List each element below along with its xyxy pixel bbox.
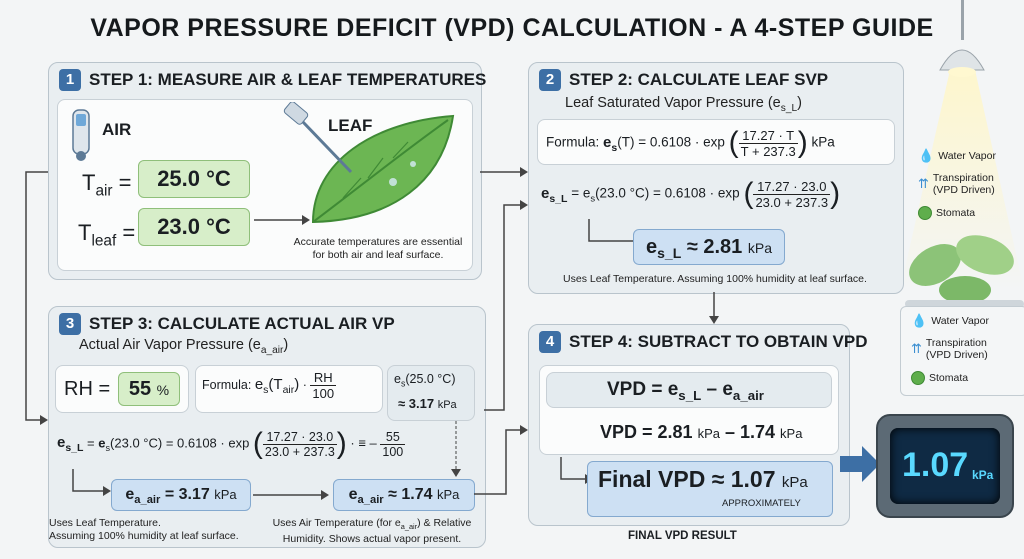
step2-formula: Formula: es(T) = 0.6108 · exp (17.27 · T… <box>546 126 835 159</box>
thermometer-icon <box>72 109 90 161</box>
arrow-icon <box>451 421 461 477</box>
final-vpd-box: Final VPD ≈ 1.07 kPa APPROXIMATELY <box>587 461 833 517</box>
step1-panel: 1 STEP 1: MEASURE AIR & LEAF TEMPERATURE… <box>48 62 486 280</box>
leaf-icon <box>283 102 455 224</box>
legend-bottom: 💧 Water Vapor ⇈ Transpiration (VPD Driven) … <box>900 306 1024 396</box>
step3-subtitle: Actual Air Vapor Pressure (ea_air) <box>79 337 289 356</box>
vpd-display: 1.07 kPa <box>876 414 1014 518</box>
step3-panel: 3 STEP 3: CALCULATE ACTUAL AIR VP Actual… <box>48 306 486 548</box>
step1-number: 1 <box>59 69 81 91</box>
vpd-display-screen: 1.07 kPa <box>890 428 1000 504</box>
step2-formula-box: Formula: es(T) = 0.6108 · exp (17.27 · T… <box>537 119 895 165</box>
plant-leaves-icon <box>905 235 1024 308</box>
rh-box: RH = 55 % <box>55 365 189 413</box>
step2-result: es_L ≈ 2.81 kPa <box>633 229 785 265</box>
step3-heading: 3 STEP 3: CALCULATE ACTUAL AIR VP <box>59 313 395 335</box>
air-label: AIR <box>102 120 132 139</box>
result-arrow-icon <box>840 446 880 482</box>
rh-value: 55 % <box>118 372 180 406</box>
step4-title: STEP 4: SUBTRACT TO OBTAIN VPD <box>569 332 868 351</box>
vpd-display-unit: kPa <box>972 468 994 482</box>
arrow-icon <box>254 215 310 225</box>
stomata-icon <box>911 371 925 385</box>
step1-inner: AIR LEAF Tair = 25.0 °C Tleaf = 23.0 °C … <box>57 99 473 271</box>
grow-lamp-icon <box>900 0 1024 290</box>
final-vpd-caption: FINAL VPD RESULT <box>628 530 737 542</box>
step1-heading: 1 STEP 1: MEASURE AIR & LEAF TEMPERATURE… <box>59 69 486 91</box>
step4-heading: 4 STEP 4: SUBTRACT TO OBTAIN VPD <box>539 331 867 353</box>
step2-title: STEP 2: CALCULATE LEAF SVP <box>569 70 829 89</box>
step3-formula-box: Formula: es(Tair) · RH 100 <box>195 365 383 413</box>
step3-note-left: Uses Leaf Temperature. Assuming 100% hum… <box>49 517 239 542</box>
ea-air-box2: ea_air ≈ 1.74 kPa <box>333 479 475 511</box>
water-drop-icon: 💧 <box>911 313 928 328</box>
legend-top: 💧 Water Vapor ⇈ Transpiration (VPD Driven) … <box>918 148 996 220</box>
step3-calc: es_L = es(23.0 °C) = 0.6108 · exp (17.27… <box>57 427 406 460</box>
water-drop-icon: 💧 <box>918 148 935 163</box>
es-air-line2: ≈ 3.17 kPa <box>398 396 457 411</box>
step4-panel: 4 STEP 4: SUBTRACT TO OBTAIN VPD VPD = e… <box>528 324 867 526</box>
step2-panel: 2 STEP 2: CALCULATE LEAF SVP Leaf Satura… <box>528 62 904 294</box>
step2-subtitle: Leaf Saturated Vapor Pressure (es_L) <box>565 95 802 114</box>
tleaf-sub: leaf <box>91 232 117 250</box>
tleaf-label: Tleaf = <box>78 220 136 250</box>
stomata-icon <box>918 206 932 220</box>
es-air-box: es(25.0 °C) ≈ 3.17 kPa <box>387 365 475 421</box>
up-arrows-icon: ⇈ <box>918 176 929 191</box>
step3-formula: Formula: es(Tair) · RH 100 <box>202 370 337 401</box>
vpd-substitution: VPD = 2.81 kPa – 1.74 kPa <box>600 422 803 442</box>
leaf-label: LEAF <box>328 116 373 135</box>
up-arrows-icon: ⇈ <box>911 341 922 356</box>
tair-sub: air <box>95 182 113 200</box>
arrow-icon <box>72 469 111 496</box>
rh-label: RH = <box>64 378 111 400</box>
arrow-icon <box>253 490 329 500</box>
step1-title: STEP 1: MEASURE AIR & LEAF TEMPERATURES <box>89 70 487 89</box>
tair-label: Tair = <box>82 170 132 200</box>
step4-eq-box: VPD = es_L – ea_air VPD = 2.81 kPa – 1.7… <box>539 365 839 455</box>
tleaf-value: 23.0 °C <box>138 208 250 246</box>
vpd-formula-box: VPD = es_L – ea_air <box>546 372 832 408</box>
ea-air-box1: ea_air = 3.17 kPa <box>111 479 251 511</box>
final-vpd-value: Final VPD ≈ 1.07 kPa <box>598 466 808 492</box>
step2-note: Uses Leaf Temperature. Assuming 100% hum… <box>563 273 867 285</box>
page-title: VAPOR PRESSURE DEFICIT (VPD) CALCULATION… <box>90 14 934 42</box>
tleaf-T: T <box>78 220 92 245</box>
step3-number: 3 <box>59 313 81 335</box>
step1-note: Accurate temperatures are essential for … <box>293 236 463 261</box>
vpd-display-value: 1.07 <box>902 446 969 484</box>
tair-value: 25.0 °C <box>138 160 250 198</box>
step4-number: 4 <box>539 331 561 353</box>
final-vpd-approx: APPROXIMATELY <box>722 498 801 509</box>
step3-note-right: Uses Air Temperature (for ea_air) & Rela… <box>272 517 472 546</box>
step3-title: STEP 3: CALCULATE ACTUAL AIR VP <box>89 314 395 333</box>
tair-T: T <box>82 170 96 195</box>
step2-heading: 2 STEP 2: CALCULATE LEAF SVP <box>539 69 828 91</box>
step2-number: 2 <box>539 69 561 91</box>
step2-calc: es_L = es(23.0 °C) = 0.6108 · exp (17.27… <box>541 177 841 210</box>
vpd-formula: VPD = es_L – ea_air <box>607 379 764 403</box>
es-air-line1: es(25.0 °C) <box>394 372 456 389</box>
